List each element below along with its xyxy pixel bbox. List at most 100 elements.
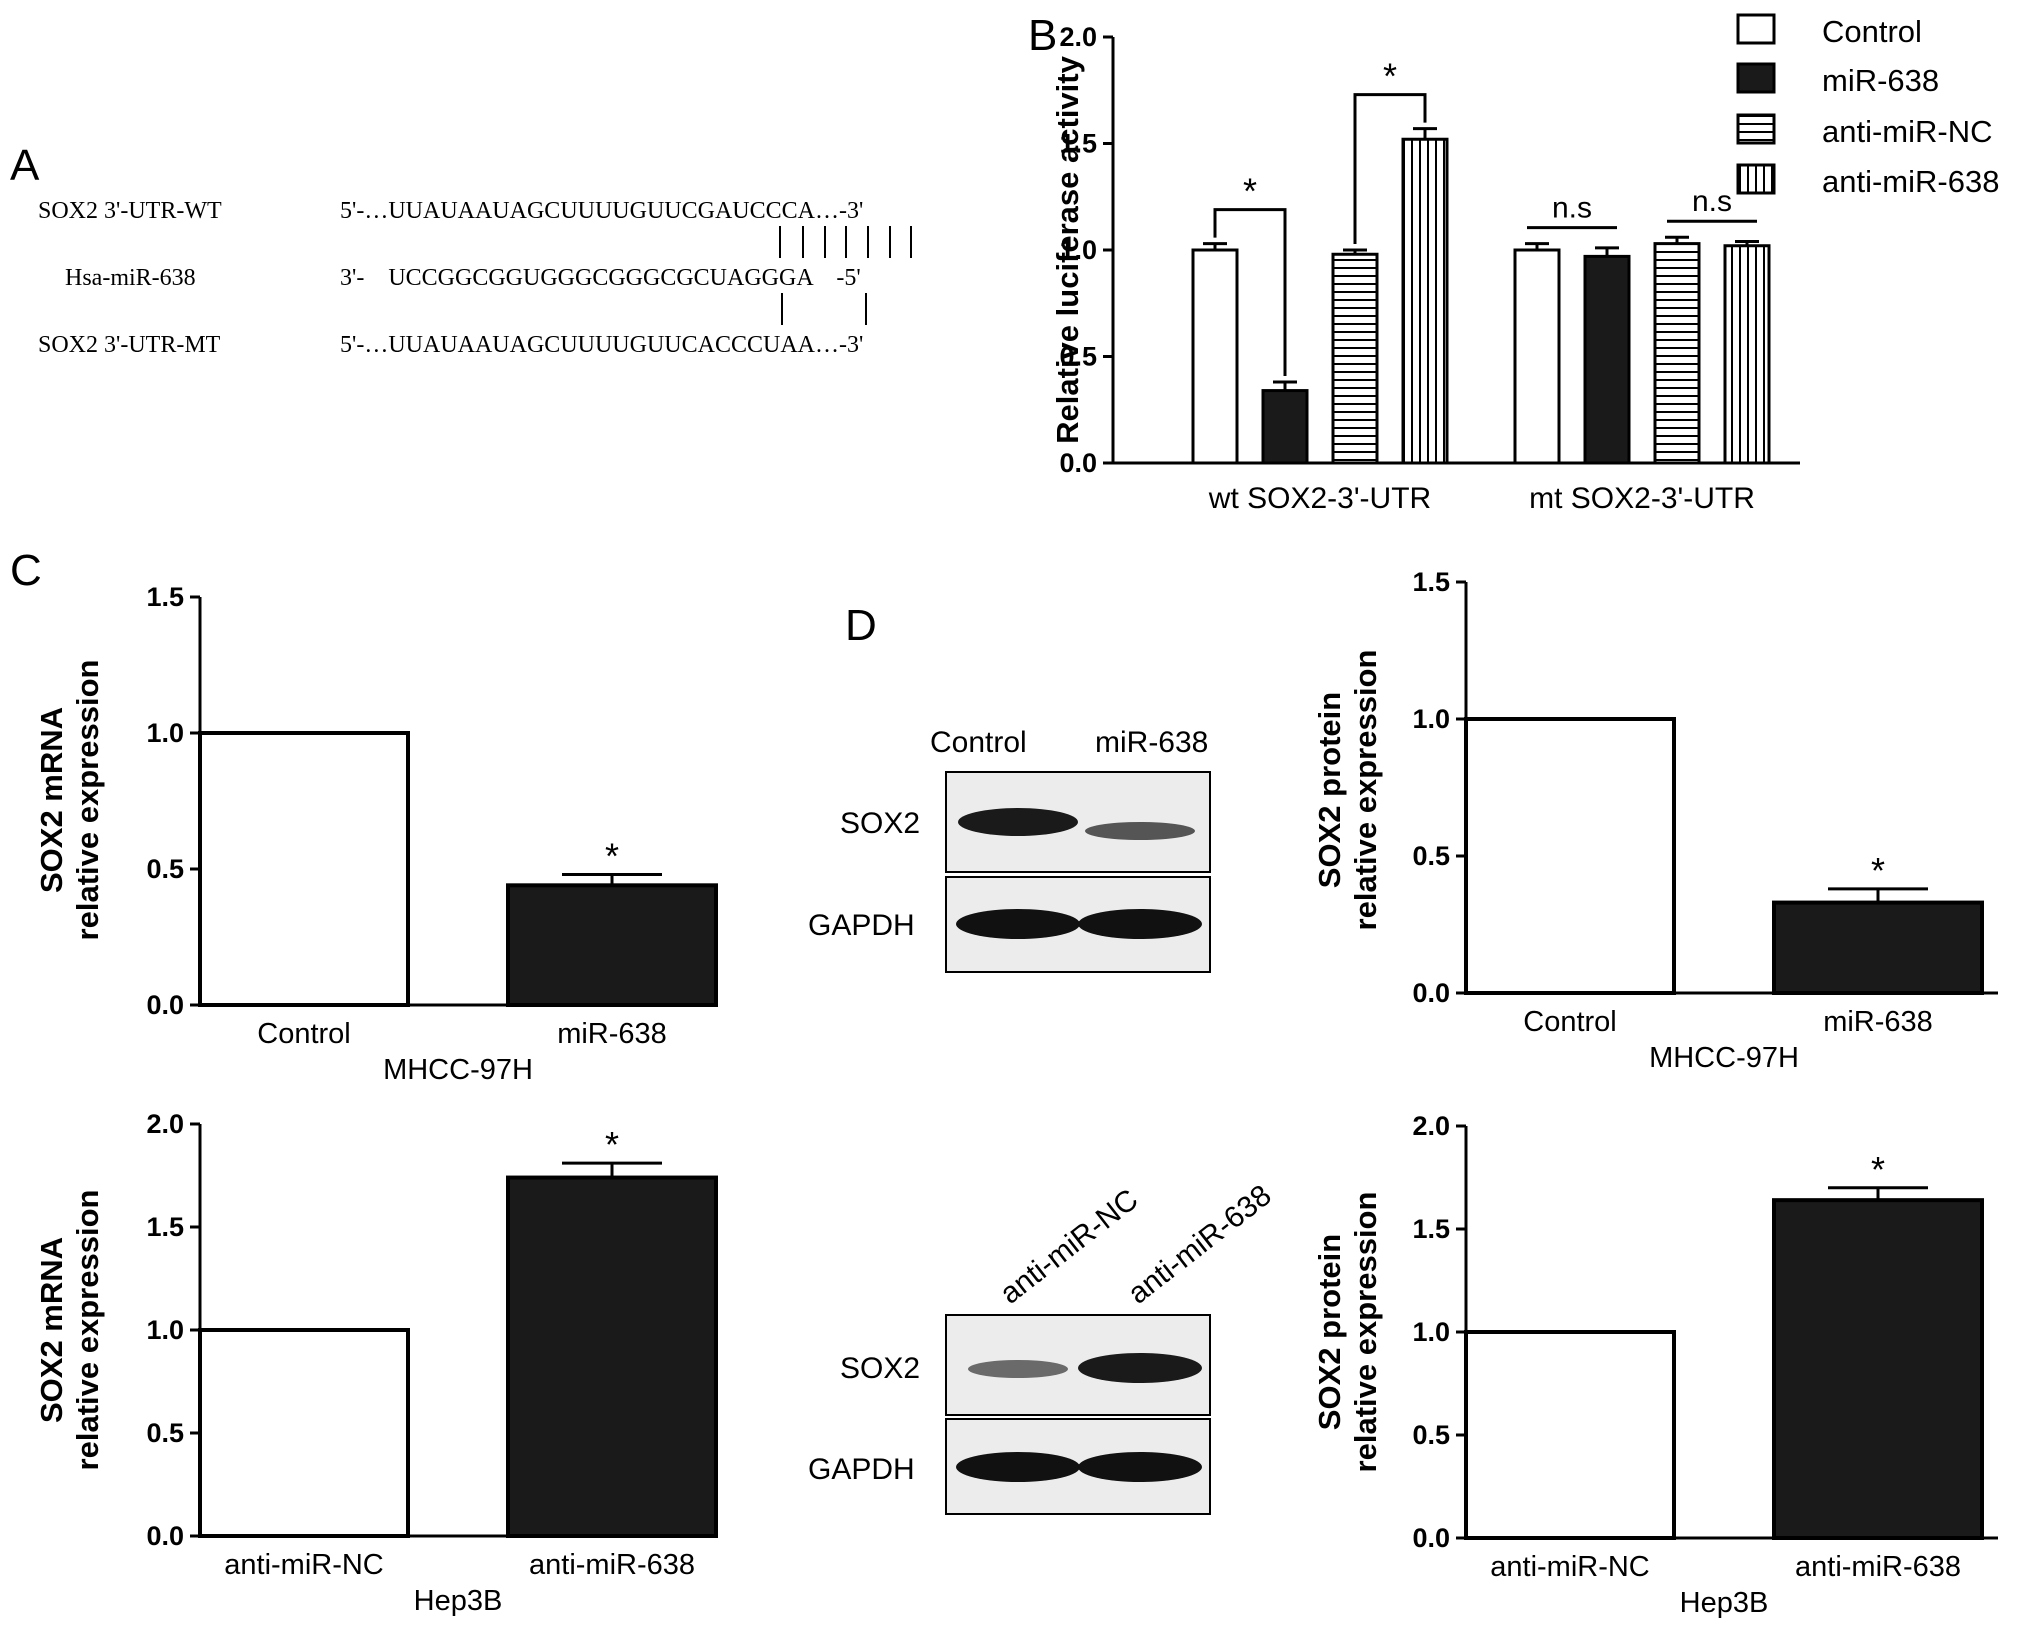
y-axis-label: SOX2 mRNA bbox=[34, 707, 69, 893]
significance-marker: * bbox=[1871, 850, 1885, 891]
y-tick-label: 2.0 bbox=[1059, 22, 1097, 52]
y-tick-label: 1.5 bbox=[1059, 129, 1097, 159]
legend-swatch-control bbox=[1736, 13, 1776, 45]
y-tick-label: 1.0 bbox=[146, 718, 184, 748]
bar bbox=[198, 731, 410, 1007]
significance-marker: * bbox=[1383, 56, 1397, 97]
bar bbox=[1513, 248, 1561, 465]
y-tick-label: 1.5 bbox=[146, 582, 184, 612]
bar bbox=[1401, 137, 1449, 465]
y-tick-label: 1.0 bbox=[1412, 704, 1450, 734]
bar bbox=[198, 1328, 410, 1538]
x-tick-label: Control bbox=[1523, 1006, 1617, 1038]
y-tick-label: 2.0 bbox=[1412, 1111, 1450, 1141]
x-tick-label: anti-miR-638 bbox=[529, 1549, 695, 1581]
blot-top-gapdh-band-1 bbox=[956, 909, 1080, 939]
significance-marker: * bbox=[1871, 1149, 1885, 1190]
bar bbox=[1191, 248, 1239, 465]
bar bbox=[1464, 1330, 1676, 1540]
y-tick-label: 2.0 bbox=[146, 1109, 184, 1139]
y-tick-label: 1.0 bbox=[1412, 1317, 1450, 1347]
y-tick-label: 0.5 bbox=[1412, 1420, 1450, 1450]
sequence-alignment: SOX2 3'-UTR-WT 5'-…UUAUAAUAGCUUUUGUUCGAU… bbox=[38, 198, 912, 358]
blot-bottom-lane-1: anti-miR-NC bbox=[994, 1183, 1144, 1311]
x-tick-label: wt SOX2-3'-UTR bbox=[1208, 482, 1431, 515]
y-tick-label: 0.5 bbox=[1059, 342, 1097, 372]
ns-label: n.s bbox=[1552, 192, 1592, 225]
x-tick-label: anti-miR-NC bbox=[1490, 1551, 1650, 1583]
y-axis-label: SOX2 protein bbox=[1312, 1234, 1347, 1430]
mt-sequence: 5'-…UUAUAAUAGCUUUUGUUCACCCUAA…-3' bbox=[340, 332, 863, 358]
bar bbox=[1772, 1198, 1984, 1541]
significance-marker: * bbox=[605, 835, 619, 876]
y-tick-label: 0.0 bbox=[1412, 1523, 1450, 1553]
legend-label-control: Control bbox=[1822, 14, 1922, 49]
y-tick-label: 1.5 bbox=[146, 1212, 184, 1242]
blot-bottom-sox2-band-1 bbox=[968, 1360, 1068, 1378]
x-tick-label: anti-miR-NC bbox=[224, 1549, 384, 1581]
y-axis-label: SOX2 mRNA bbox=[34, 1237, 69, 1423]
blot-bottom-lane-2: anti-miR-638 bbox=[1122, 1179, 1278, 1311]
blot-top-lane-1: Control bbox=[930, 726, 1027, 759]
x-axis-label: MHCC-97H bbox=[383, 1054, 533, 1086]
y-tick-label: 1.5 bbox=[1412, 1214, 1450, 1244]
chart-mrna-hep3b: 0.0 0.5 1.0 1.5 2.0 SOX2 mRNA relative express… bbox=[34, 1109, 718, 1617]
blot-bottom-sox2-band-2 bbox=[1078, 1353, 1202, 1383]
panel-label-d: D bbox=[845, 601, 877, 650]
bar bbox=[1723, 244, 1771, 465]
y-tick-label: 1.0 bbox=[1059, 235, 1097, 265]
bar bbox=[1653, 242, 1701, 465]
y-tick-label: 0.5 bbox=[146, 1418, 184, 1448]
mir-sequence: 3'- UCCGGCGGUGGGCGGGCGCUAGGGA -5' bbox=[340, 265, 861, 291]
y-tick-label: 0.5 bbox=[1412, 841, 1450, 871]
y-axis-label: SOX2 protein bbox=[1312, 692, 1347, 888]
blot-top-sox2-band-1 bbox=[958, 808, 1078, 836]
legend-swatch-anti-nc bbox=[1736, 113, 1776, 145]
panel-label-c: C bbox=[10, 546, 42, 595]
bar bbox=[1261, 389, 1309, 465]
wt-sequence: 5'-…UUAUAAUAGCUUUUGUUCGAUCCCA…-3' bbox=[340, 198, 863, 224]
wt-label: SOX2 3'-UTR-WT bbox=[38, 198, 222, 224]
blot-top-lane-2: miR-638 bbox=[1095, 726, 1208, 759]
base-pair-lines bbox=[779, 226, 912, 325]
y-axis-label: relative expression bbox=[70, 1190, 105, 1471]
x-axis-label: Hep3B bbox=[1680, 1587, 1769, 1619]
significance-bracket bbox=[1213, 208, 1287, 377]
panel-label-a: A bbox=[10, 141, 40, 190]
chart-protein-hep3b: 0.0 0.5 1.0 1.5 2.0 SOX2 protein relative expr… bbox=[1312, 1111, 1998, 1619]
chart-protein-mhcc97h: 0.0 0.5 1.0 1.5 SOX2 protein relative express… bbox=[1312, 567, 1998, 1074]
legend-label-anti-nc: anti-miR-NC bbox=[1822, 114, 1993, 149]
y-axis-label: relative expression bbox=[1348, 650, 1383, 931]
legend-label-anti-638: anti-miR-638 bbox=[1822, 164, 1999, 199]
blot-bottom-gapdh-band-2 bbox=[1078, 1452, 1202, 1482]
bar bbox=[1772, 900, 1984, 996]
y-tick-label: 0.5 bbox=[146, 854, 184, 884]
y-tick-label: 1.0 bbox=[146, 1315, 184, 1345]
x-tick-label: miR-638 bbox=[557, 1018, 667, 1050]
legend-swatch-anti-638 bbox=[1736, 163, 1776, 195]
significance-bracket bbox=[1353, 93, 1427, 244]
y-tick-label: 0.0 bbox=[1412, 978, 1450, 1008]
blot-bottom-row-gapdh: GAPDH bbox=[808, 1453, 915, 1486]
x-tick-label: anti-miR-638 bbox=[1795, 1551, 1961, 1583]
blot-top-row-sox2: SOX2 bbox=[840, 807, 920, 840]
y-axis-label: relative expression bbox=[1348, 1192, 1383, 1473]
bar bbox=[1331, 252, 1379, 465]
western-blot-bottom: anti-miR-NC anti-miR-638 SOX2 GAPDH bbox=[808, 1179, 1278, 1515]
significance-marker: * bbox=[605, 1124, 619, 1165]
x-axis-label: MHCC-97H bbox=[1649, 1042, 1799, 1074]
y-tick-label: 0.0 bbox=[146, 1521, 184, 1551]
blot-top-sox2-band-2 bbox=[1085, 822, 1195, 840]
blot-top-row-gapdh: GAPDH bbox=[808, 909, 915, 942]
bar bbox=[506, 1175, 718, 1539]
y-tick-label: 0.0 bbox=[146, 990, 184, 1020]
legend: Control miR-638 anti-miR-NC anti-miR-638 bbox=[1736, 13, 1999, 199]
x-axis-label: Hep3B bbox=[414, 1585, 503, 1617]
x-tick-label: mt SOX2-3'-UTR bbox=[1529, 482, 1755, 515]
y-axis-label: relative expression bbox=[70, 660, 105, 941]
y-tick-label: 0.0 bbox=[1059, 448, 1097, 478]
x-tick-label: miR-638 bbox=[1823, 1006, 1933, 1038]
mir-label: Hsa-miR-638 bbox=[65, 265, 196, 291]
